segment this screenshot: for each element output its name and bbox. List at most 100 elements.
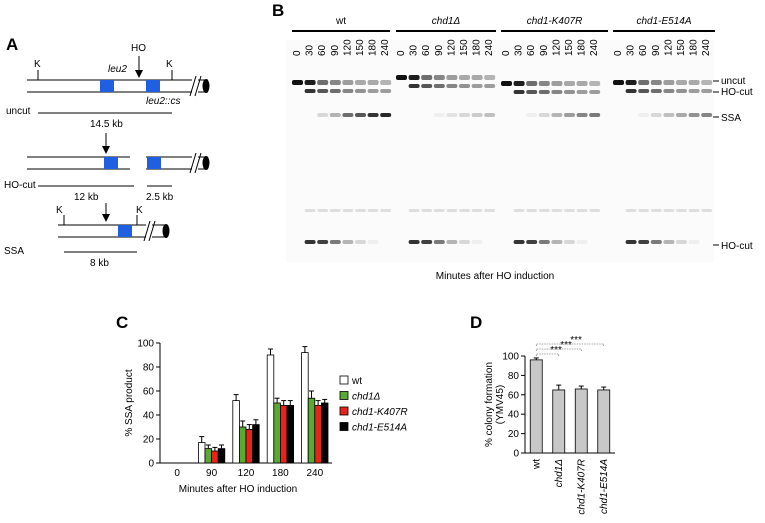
timepoint-label: 240 bbox=[484, 39, 495, 56]
gel-band bbox=[676, 113, 687, 117]
gel-band bbox=[421, 84, 433, 88]
gel-band bbox=[650, 209, 662, 212]
bar bbox=[211, 450, 219, 464]
gel-band bbox=[367, 240, 379, 244]
bar bbox=[286, 404, 294, 464]
timepoint-label: 30 bbox=[514, 44, 525, 56]
gel-band bbox=[484, 113, 496, 117]
y-axis-label: % SSA product bbox=[124, 369, 135, 436]
y-tick-label: 100 bbox=[502, 352, 519, 363]
gel-band bbox=[676, 80, 687, 85]
gene-label: leu2::cs bbox=[146, 96, 180, 107]
bar bbox=[217, 448, 226, 464]
significance-label: *** bbox=[550, 345, 562, 356]
gel-band bbox=[638, 80, 650, 85]
gel-band bbox=[304, 209, 316, 212]
timepoint-label: 150 bbox=[459, 39, 470, 56]
gel-band bbox=[342, 113, 354, 117]
gel-band bbox=[396, 75, 407, 80]
gel-band bbox=[663, 80, 675, 85]
gel-band bbox=[688, 80, 700, 85]
gene-box bbox=[147, 157, 161, 169]
gel-band bbox=[329, 113, 341, 117]
band-label: HO-cut bbox=[721, 87, 753, 98]
gel-band bbox=[538, 90, 550, 94]
break-mark bbox=[189, 152, 197, 174]
gel-band bbox=[367, 113, 379, 117]
timepoint-label: 180 bbox=[689, 39, 700, 56]
strain-label: chd1Δ bbox=[432, 16, 461, 27]
x-tick-label: chd1-E514A bbox=[599, 459, 610, 514]
y-tick-label: 80 bbox=[508, 371, 520, 382]
timepoint-label: 30 bbox=[626, 44, 637, 56]
gel-band bbox=[484, 75, 496, 80]
gel-band bbox=[433, 113, 445, 117]
gene-box bbox=[100, 80, 114, 92]
site-label: K bbox=[34, 59, 41, 70]
gel-band bbox=[446, 84, 458, 88]
gel-band bbox=[380, 89, 392, 93]
y-tick-label: 60 bbox=[143, 387, 155, 398]
gel-band bbox=[676, 240, 687, 244]
gel-band bbox=[329, 240, 341, 244]
gel-band bbox=[433, 75, 445, 80]
gel-band bbox=[625, 80, 637, 85]
row-label: uncut bbox=[6, 106, 31, 117]
gel-band bbox=[551, 209, 563, 212]
legend-label: chd1Δ bbox=[352, 392, 381, 403]
gel-band bbox=[589, 209, 601, 212]
gel-band bbox=[638, 240, 650, 244]
x-tick-label: 90 bbox=[206, 468, 218, 479]
bar bbox=[552, 389, 566, 454]
timepoint-label: 60 bbox=[638, 44, 649, 56]
size-label: 12 kb bbox=[74, 192, 99, 203]
timepoint-label: 120 bbox=[446, 39, 457, 56]
gel-band bbox=[701, 80, 713, 85]
bar bbox=[307, 397, 316, 464]
gel-band bbox=[513, 90, 525, 94]
gel-band bbox=[613, 80, 624, 85]
gel-band bbox=[433, 84, 445, 88]
gene-box bbox=[146, 80, 160, 92]
significance-bracket bbox=[535, 353, 560, 356]
strain-label: chd1-K407R bbox=[527, 16, 583, 27]
gel-band bbox=[625, 209, 637, 212]
gel-band bbox=[355, 113, 366, 117]
site-label: K bbox=[136, 205, 143, 216]
gel-bands bbox=[292, 75, 713, 244]
gel-band bbox=[589, 113, 601, 117]
gel-band bbox=[576, 90, 588, 94]
timepoint-label: 120 bbox=[663, 39, 674, 56]
gel-band bbox=[459, 240, 470, 244]
gel-band bbox=[304, 80, 316, 85]
gel-band bbox=[367, 209, 379, 212]
y-tick-label: 60 bbox=[508, 390, 520, 401]
timepoint-label: 180 bbox=[472, 39, 483, 56]
gel-band bbox=[513, 209, 525, 212]
gel-band bbox=[471, 113, 483, 117]
arrowhead bbox=[102, 146, 110, 154]
gel-band bbox=[446, 209, 458, 212]
timepoint-label: 30 bbox=[305, 44, 316, 56]
gel-band bbox=[304, 89, 316, 93]
gel-band bbox=[342, 80, 354, 85]
x-tick-label: 240 bbox=[306, 468, 323, 479]
gel-band bbox=[446, 113, 458, 117]
x-tick-label: wt bbox=[531, 459, 542, 470]
bar bbox=[252, 424, 260, 464]
bar bbox=[266, 354, 275, 464]
break-mark bbox=[143, 220, 151, 242]
gel-band bbox=[329, 80, 341, 85]
gel bbox=[286, 40, 714, 262]
gel-band bbox=[526, 209, 538, 212]
gel-band bbox=[688, 209, 700, 212]
gel-band bbox=[342, 240, 354, 244]
gel-band bbox=[526, 240, 538, 244]
bar bbox=[301, 352, 309, 464]
gel-band bbox=[638, 209, 650, 212]
gel-band bbox=[638, 113, 650, 117]
y-axis-label: % colony formation bbox=[484, 362, 495, 447]
gel-band bbox=[355, 89, 366, 93]
gel-band bbox=[538, 209, 550, 212]
